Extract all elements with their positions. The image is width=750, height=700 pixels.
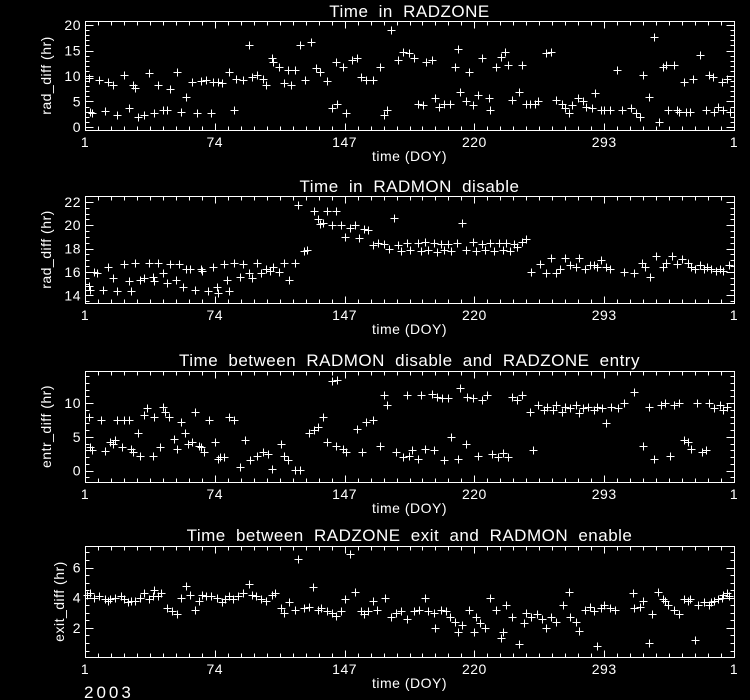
y-tick-label: 6 [73, 560, 81, 576]
x-tick-label: 74 [207, 661, 224, 677]
x-axis-label: time (DOY) [372, 148, 447, 164]
y-axis-label: rad_diff (hr) [38, 36, 54, 115]
y-tick-label: 15 [64, 43, 81, 59]
y-tick-label: 0 [73, 463, 81, 479]
scatter-points [85, 26, 735, 127]
x-tick-label: 1 [730, 307, 738, 323]
x-axis-label: time (DOY) [372, 321, 447, 337]
y-tick-label: 22 [64, 194, 81, 210]
y-tick-label: 4 [73, 590, 81, 606]
panel-title-time-in-radmon-disable: Time in RADMON disable [299, 177, 520, 196]
y-tick-label: 5 [73, 429, 81, 445]
plot-panel-1 [85, 196, 735, 304]
plot-frame [85, 546, 735, 658]
x-tick-label: 220 [462, 134, 487, 150]
x-tick-label: 147 [332, 661, 357, 677]
x-tick-label: 220 [462, 307, 487, 323]
panel-text-3: 1 74 147 220 293 1 time (DOY) 2 4 6 exit_diff (hr) [51, 560, 738, 691]
x-tick-label: 1 [81, 307, 89, 323]
scatter-points [85, 201, 734, 298]
axis-ticks [85, 21, 735, 131]
x-tick-label: 293 [592, 307, 617, 323]
y-tick-label: 14 [64, 287, 81, 303]
x-tick-label: 1 [81, 134, 89, 150]
panel-title-time-in-radzone: Time in RADZONE [329, 2, 490, 21]
x-tick-label: 293 [592, 486, 617, 502]
y-tick-label: 10 [64, 68, 81, 84]
y-axis-label: rad_diff (hr) [38, 210, 54, 289]
panel-title-entry-diff: Time between RADMON disable and RADZONE … [179, 351, 640, 370]
panel-title-exit-diff: Time between RADZONE exit and RADMON ena… [186, 526, 633, 545]
y-tick-label: 20 [64, 217, 81, 233]
y-tick-label: 20 [64, 17, 81, 33]
x-tick-label: 220 [462, 661, 487, 677]
panel-text-1: 1 74 147 220 293 1 time (DOY) 14 16 18 20 22 rad_dif… [38, 194, 738, 337]
y-axis-label: exit_diff (hr) [51, 561, 67, 642]
x-axis-label: time (DOY) [372, 675, 447, 691]
y-tick-label: 16 [64, 264, 81, 280]
x-tick-label: 1 [730, 661, 738, 677]
x-tick-label: 293 [592, 134, 617, 150]
year-label: 2003 [84, 683, 134, 700]
scatter-points [85, 376, 732, 475]
plot-panel-0 [85, 21, 735, 131]
y-tick-label: 10 [64, 395, 81, 411]
x-axis-label: time (DOY) [372, 500, 447, 516]
scatter-points [83, 550, 734, 651]
x-tick-label: 1 [730, 486, 738, 502]
x-tick-label: 1 [730, 134, 738, 150]
x-tick-label: 74 [207, 307, 224, 323]
plot-frame [85, 371, 735, 483]
y-axis-label: entr_diff (hr) [38, 385, 54, 468]
y-tick-label: 2 [73, 620, 81, 636]
panel-text-2: 1 74 147 220 293 1 time (DOY) 0 5 10 entr_diff (hr… [38, 385, 738, 516]
x-tick-label: 147 [332, 486, 357, 502]
plot-frame [85, 21, 735, 131]
x-tick-label: 293 [592, 661, 617, 677]
panel-text-0: 1 74 147 220 293 1 time (DOY) 0 5 10 15 20 rad_diff … [38, 17, 738, 164]
x-tick-label: 1 [81, 661, 89, 677]
axis-ticks [85, 371, 735, 483]
plot-panel-3 [83, 546, 735, 658]
x-tick-label: 147 [332, 307, 357, 323]
axis-ticks [85, 546, 735, 658]
x-tick-label: 1 [81, 486, 89, 502]
axis-ticks [85, 196, 735, 304]
y-tick-label: 5 [73, 93, 81, 109]
y-tick-label: 0 [73, 119, 81, 135]
x-tick-label: 74 [207, 486, 224, 502]
x-tick-label: 220 [462, 486, 487, 502]
x-tick-label: 147 [332, 134, 357, 150]
plot-panel-2 [85, 371, 735, 483]
y-tick-label: 18 [64, 241, 81, 257]
x-tick-label: 74 [207, 134, 224, 150]
